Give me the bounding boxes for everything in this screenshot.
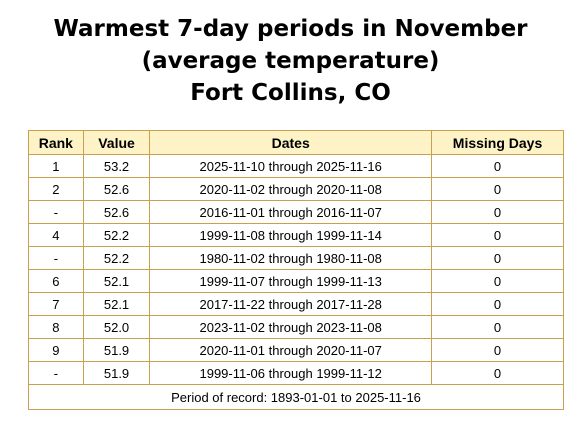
cell-rank: 6 (28, 269, 84, 293)
cell-value: 52.6 (82, 200, 151, 224)
cell-missing-days: 0 (431, 292, 564, 316)
cell-missing-days: 0 (431, 269, 564, 293)
cell-value: 52.1 (82, 292, 151, 316)
cell-rank: 2 (28, 177, 84, 201)
title-line-2: (average temperature) (141, 48, 440, 74)
header-rank: Rank (28, 130, 84, 155)
cell-rank: - (28, 246, 84, 270)
cell-dates: 2016-11-01 through 2016-11-07 (149, 200, 433, 224)
cell-rank: - (28, 200, 84, 224)
table-row: - 52.6 2016-11-01 through 2016-11-07 0 (28, 200, 564, 224)
cell-missing-days: 0 (431, 200, 564, 224)
cell-value: 52.6 (82, 177, 151, 201)
table-row: 6 52.1 1999-11-07 through 1999-11-13 0 (28, 269, 564, 293)
table-row: 1 53.2 2025-11-10 through 2025-11-16 0 (28, 154, 564, 178)
cell-value: 51.9 (82, 338, 151, 362)
table-row: 9 51.9 2020-11-01 through 2020-11-07 0 (28, 338, 564, 362)
cell-value: 52.2 (82, 223, 151, 247)
header-value: Value (82, 130, 151, 155)
cell-rank: - (28, 361, 84, 385)
period-of-record: Period of record: 1893-01-01 to 2025-11-… (28, 384, 564, 410)
cell-rank: 8 (28, 315, 84, 339)
table-footer-row: Period of record: 1893-01-01 to 2025-11-… (28, 384, 564, 410)
cell-rank: 4 (28, 223, 84, 247)
cell-missing-days: 0 (431, 177, 564, 201)
cell-missing-days: 0 (431, 315, 564, 339)
cell-value: 52.1 (82, 269, 151, 293)
table-row: 7 52.1 2017-11-22 through 2017-11-28 0 (28, 292, 564, 316)
cell-dates: 1980-11-02 through 1980-11-08 (149, 246, 433, 270)
title-line-3: Fort Collins, CO (190, 80, 391, 106)
table-row: 4 52.2 1999-11-08 through 1999-11-14 0 (28, 223, 564, 247)
cell-value: 53.2 (82, 154, 151, 178)
cell-value: 51.9 (82, 361, 151, 385)
title-line-1: Warmest 7-day periods in November (53, 16, 528, 42)
cell-value: 52.2 (82, 246, 151, 270)
cell-missing-days: 0 (431, 361, 564, 385)
table-row: 2 52.6 2020-11-02 through 2020-11-08 0 (28, 177, 564, 201)
records-table: Rank Value Dates Missing Days 1 53.2 202… (28, 130, 564, 410)
table-row: 8 52.0 2023-11-02 through 2023-11-08 0 (28, 315, 564, 339)
cell-dates: 2017-11-22 through 2017-11-28 (149, 292, 433, 316)
table-row: - 51.9 1999-11-06 through 1999-11-12 0 (28, 361, 564, 385)
table-header-row: Rank Value Dates Missing Days (28, 130, 564, 155)
cell-rank: 9 (28, 338, 84, 362)
cell-dates: 1999-11-08 through 1999-11-14 (149, 223, 433, 247)
table-row: - 52.2 1980-11-02 through 1980-11-08 0 (28, 246, 564, 270)
cell-dates: 2025-11-10 through 2025-11-16 (149, 154, 433, 178)
header-dates: Dates (149, 130, 433, 155)
cell-dates: 1999-11-06 through 1999-11-12 (149, 361, 433, 385)
cell-dates: 2023-11-02 through 2023-11-08 (149, 315, 433, 339)
cell-rank: 7 (28, 292, 84, 316)
cell-dates: 1999-11-07 through 1999-11-13 (149, 269, 433, 293)
cell-dates: 2020-11-02 through 2020-11-08 (149, 177, 433, 201)
cell-missing-days: 0 (431, 246, 564, 270)
cell-missing-days: 0 (431, 338, 564, 362)
header-missing-days: Missing Days (431, 130, 564, 155)
cell-missing-days: 0 (431, 154, 564, 178)
cell-value: 52.0 (82, 315, 151, 339)
page-title: Warmest 7-day periods in November (avera… (0, 13, 581, 109)
cell-missing-days: 0 (431, 223, 564, 247)
cell-dates: 2020-11-01 through 2020-11-07 (149, 338, 433, 362)
cell-rank: 1 (28, 154, 84, 178)
